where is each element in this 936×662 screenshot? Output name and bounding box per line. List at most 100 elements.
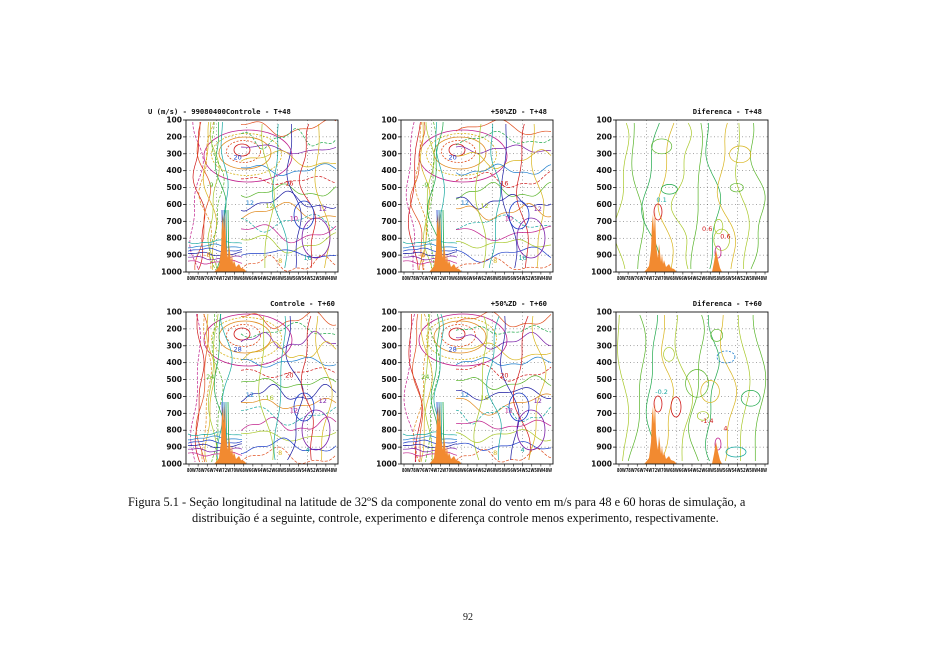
jet-contour — [418, 129, 508, 183]
difference-contour — [752, 315, 767, 461]
wind-contour — [285, 315, 304, 461]
wind-contour — [423, 313, 433, 463]
wind-contour — [402, 251, 458, 257]
jet-contour — [203, 129, 293, 183]
y-tick-label: 300 — [596, 341, 612, 350]
wind-contour — [455, 181, 552, 200]
difference-contour — [710, 328, 724, 342]
difference-contour — [705, 314, 720, 462]
contour-label: 16 — [265, 394, 273, 402]
wind-contour — [187, 259, 243, 265]
contour-label: 12 — [480, 202, 488, 210]
y-tick-label: 800 — [596, 426, 612, 435]
wind-contour — [208, 313, 219, 463]
y-tick-label: 100 — [166, 308, 182, 317]
wind-contour — [474, 123, 487, 269]
jet-contour — [448, 327, 466, 341]
y-tick-label: 100 — [596, 116, 612, 125]
wind-contour — [516, 217, 546, 259]
wind-contour — [187, 439, 243, 444]
wind-contour — [455, 246, 552, 263]
caption-line-2: distribuição é a seguinte, controle, exp… — [192, 511, 719, 525]
contour-label: 12 — [461, 391, 469, 399]
y-tick-label: 900 — [596, 443, 612, 452]
wind-contour — [240, 150, 336, 168]
wind-contour — [486, 315, 502, 461]
difference-contour — [697, 411, 710, 421]
contour-label: 8 — [493, 257, 497, 265]
contour-label: 12 — [319, 397, 327, 405]
difference-contour — [617, 314, 630, 462]
wind-contour — [240, 201, 337, 220]
y-tick-label: 500 — [166, 183, 182, 192]
wind-contour — [402, 443, 458, 449]
wind-contour — [455, 163, 552, 176]
wind-contour — [455, 239, 552, 249]
wind-contour — [187, 247, 243, 252]
difference-contour — [653, 203, 663, 221]
wind-contour — [187, 239, 243, 245]
wind-contour — [241, 406, 337, 426]
difference-contour — [714, 245, 722, 259]
wind-contour — [508, 200, 530, 230]
x-tick-labels: 80W78W76W74W72W70W68W66W64W62W60W58W56W5… — [187, 468, 337, 474]
wind-contour — [240, 430, 337, 442]
y-tick-label: 400 — [596, 166, 612, 175]
wind-contour — [402, 431, 458, 437]
wind-contour — [405, 121, 415, 271]
contour-label: 28 — [234, 346, 242, 354]
panel-4: 24 28 20 16 12 12 8 4 12 100 200 300 400 500 600 700 800… — [161, 308, 339, 474]
difference-contour — [674, 314, 693, 461]
y-tick-label: 400 — [381, 166, 397, 175]
difference-contour — [729, 145, 752, 164]
contour-label: 12 — [534, 205, 542, 213]
y-tick-label: 100 — [596, 308, 612, 317]
wind-contour — [240, 397, 337, 409]
y-tick-label: 900 — [381, 443, 397, 452]
y-tick-label: 1000 — [161, 268, 182, 277]
contour-label: 16 — [500, 179, 508, 187]
y-tick-label: 1000 — [376, 460, 397, 469]
wind-contour — [412, 313, 429, 463]
wind-contour — [456, 387, 552, 401]
panel-title-1: U (m/s) - 99080400Controle - T+48 — [148, 107, 291, 116]
contour-label: 16 — [518, 254, 526, 262]
wind-contour — [190, 313, 201, 463]
y-tick-label: 600 — [381, 200, 397, 209]
y-tick-label: 1000 — [161, 460, 182, 469]
wind-contour — [258, 315, 274, 461]
wind-contour — [455, 214, 552, 230]
y-tick-label: 200 — [166, 324, 182, 333]
wind-contour — [240, 437, 337, 454]
wind-contour — [425, 313, 441, 463]
panel-6: -0.2 4 -1.4 100 200 300 400 500 600 700 800 900 1000… — [591, 308, 769, 474]
contour-label: 16 — [303, 254, 311, 262]
wind-contour — [273, 315, 286, 461]
wind-contour — [508, 392, 530, 422]
y-tick-label: 300 — [166, 341, 182, 350]
y-tick-label: 900 — [166, 251, 182, 260]
y-tick-label: 900 — [166, 443, 182, 452]
difference-contour — [616, 122, 630, 270]
difference-contour — [657, 122, 675, 270]
panel-plot-area: -9 20 16 12 12 10 8 16 12 -8 — [401, 120, 553, 272]
wind-contour — [403, 255, 458, 261]
wind-contour — [293, 200, 315, 230]
wind-contour — [455, 203, 552, 221]
wind-contour — [209, 122, 225, 271]
x-tick-labels: 80W78W76W74W72W70W68W66W64W62W60W58W56W5… — [187, 276, 337, 282]
y-tick-label: 500 — [596, 183, 612, 192]
difference-contour — [700, 380, 720, 403]
wind-contour — [455, 312, 552, 328]
wind-contour — [455, 441, 552, 451]
wind-contour — [241, 175, 337, 185]
contour-label: 8 — [278, 257, 282, 265]
wind-contour — [188, 255, 243, 261]
wind-contour — [516, 123, 529, 269]
difference-contour — [627, 314, 647, 462]
contour-label: 20 — [449, 154, 457, 162]
y-tick-label: 500 — [381, 375, 397, 384]
wind-contour — [427, 121, 437, 270]
y-tick-label: 600 — [166, 392, 182, 401]
